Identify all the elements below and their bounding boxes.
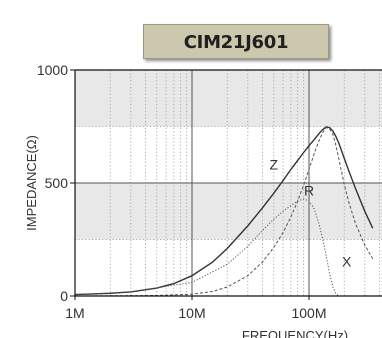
series-line-z	[75, 126, 374, 296]
chart-title-box: CIM21J601	[143, 24, 329, 59]
x-tick-label: 10M	[178, 305, 205, 321]
grid-band	[75, 70, 382, 127]
y-tick-label: 1000	[37, 62, 68, 78]
curve-label-r: R	[304, 182, 314, 198]
grid-band	[75, 183, 382, 240]
y-axis-label: IMPEDANCE(Ω)	[24, 135, 39, 231]
x-tick-label: 100M	[291, 305, 326, 321]
grid-lines	[75, 70, 382, 296]
series-line-x	[75, 198, 365, 296]
curve-label-z: Z	[269, 156, 278, 172]
y-tick-label: 0	[60, 288, 68, 304]
curve-label-x: X	[342, 254, 352, 270]
x-tick-label: 1M	[65, 305, 84, 321]
x-axis-label: FREQUENCY(Hz)	[242, 328, 348, 338]
y-tick-label: 500	[45, 175, 69, 191]
series-line-r	[75, 127, 374, 296]
chart-title: CIM21J601	[183, 32, 289, 53]
